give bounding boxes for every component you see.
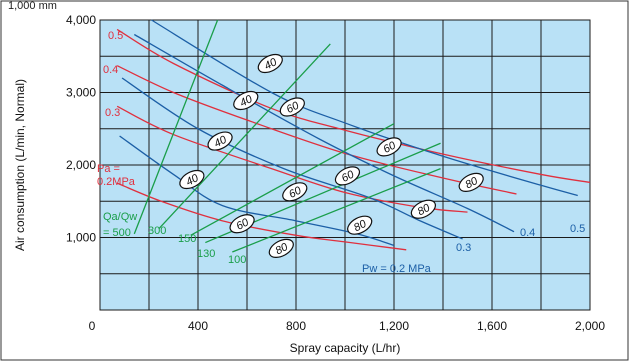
- pw-label-0.4: 0.4: [520, 227, 535, 239]
- air-water-ratio-line: [190, 123, 395, 236]
- x-tick-label: 1,600: [477, 319, 507, 333]
- water-pressure-line: [119, 135, 395, 247]
- spray-angle-marker: 40: [179, 169, 205, 190]
- water-pressure-line: [151, 19, 578, 197]
- marker-ellipse: [229, 214, 255, 234]
- x-tick-label: 2,000: [575, 319, 605, 333]
- pw-label-0.3: 0.3: [456, 242, 471, 254]
- marker-ellipse: [179, 169, 205, 190]
- spray-angle-marker: 80: [347, 215, 373, 235]
- spray-angle-marker: 40: [233, 90, 259, 111]
- marker-ellipse: [376, 137, 402, 157]
- spray-angle-marker: 60: [334, 166, 361, 186]
- pa-label-0.3: 0.3: [105, 107, 120, 119]
- marker-ellipse: [347, 215, 373, 235]
- grid-lines: [100, 20, 590, 310]
- qa-label-500-line2: = 500: [103, 227, 131, 239]
- y-tick-label: 4,000: [66, 13, 96, 27]
- spray-angle-marker: 60: [376, 137, 402, 157]
- water-pressure-curves: [119, 19, 578, 247]
- air-pressure-line: [116, 182, 407, 251]
- pa-label-0.4: 0.4: [103, 64, 118, 76]
- marker-ellipse: [334, 166, 361, 186]
- axis-ticks: 0 400 800 1,200 1,600 2,000 1,000 2,000 3,000 4,0…: [66, 13, 605, 333]
- qa-label-130: 130: [197, 248, 215, 260]
- x-tick-label: 1,200: [379, 319, 409, 333]
- qa-label-300: 300: [148, 225, 166, 237]
- water-pressure-line: [121, 77, 463, 240]
- spray-angle-marker: 80: [458, 172, 484, 193]
- air-pressure-line: [116, 65, 517, 195]
- water-pressure-line: [133, 33, 515, 233]
- marker-ellipse: [282, 182, 308, 202]
- y-tick-label: 3,000: [66, 86, 96, 100]
- spray-angle-marker: 40: [257, 53, 283, 74]
- y-tick-label: 1,000: [66, 231, 96, 245]
- x-tick-label: 400: [188, 319, 208, 333]
- spray-angle-marker: 80: [410, 199, 437, 219]
- air-water-ratio-line: [158, 43, 331, 230]
- spray-angle-marker: 60: [279, 97, 305, 117]
- spray-angle-marker: 60: [282, 182, 308, 202]
- x-tick-label: 800: [286, 319, 306, 333]
- air-water-ratio-line: [133, 19, 219, 235]
- series-labels: 0.5 0.4 0.3 Pa =0.2MPa 0.5 0.4 0.3 Pw = 0.2 MPa…: [97, 30, 585, 275]
- marker-ellipse: [268, 238, 294, 258]
- marker-ellipse: [233, 90, 259, 111]
- pw-label-0.5: 0.5: [570, 223, 585, 235]
- y-tick-label: 2,000: [66, 158, 96, 172]
- x-axis-label: Spray capacity (L/hr): [290, 341, 401, 355]
- marker-ellipse: [410, 199, 437, 219]
- marker-ellipse: [257, 53, 283, 74]
- y-axis-label: Air consumption (L/min, Normal): [13, 79, 27, 251]
- qa-label-500-line1: Qa/Qw: [103, 211, 137, 223]
- qa-label-150: 150: [178, 233, 196, 245]
- pa-label-0.2-line2: 0.2MPa: [97, 176, 136, 188]
- marker-ellipse: [279, 97, 305, 117]
- marker-ellipse: [458, 172, 484, 193]
- qa-label-100: 100: [228, 254, 246, 266]
- air-water-ratio-lines: [133, 19, 441, 253]
- spray-angle-marker: 80: [268, 238, 294, 258]
- pw-label-0.2: Pw = 0.2 MPa: [362, 263, 432, 275]
- air-pressure-line: [116, 28, 591, 184]
- marker-ellipse: [207, 131, 233, 151]
- spray-angle-marker: 40: [207, 131, 233, 151]
- spray-angle-marker: 60: [229, 214, 255, 234]
- pa-label-0.5: 0.5: [108, 30, 123, 42]
- x-tick-label: 0: [89, 319, 96, 333]
- top-left-label: 1,000 mm: [8, 0, 57, 12]
- pa-label-0.2-line1: Pa =: [97, 163, 120, 175]
- air-water-ratio-line: [232, 168, 441, 253]
